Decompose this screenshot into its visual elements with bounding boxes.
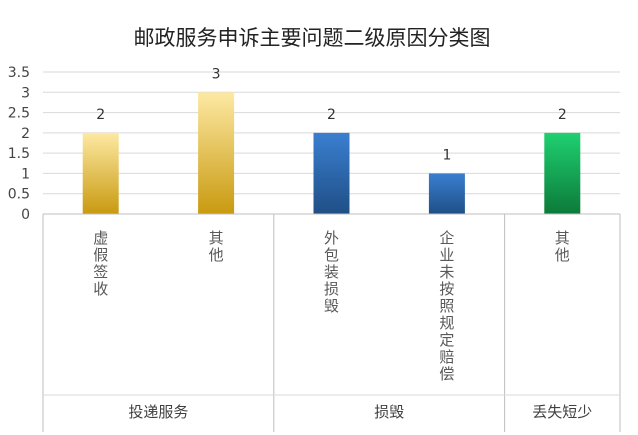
y-tick-label: 2.5 xyxy=(8,106,30,122)
bar xyxy=(428,173,465,214)
bar xyxy=(82,132,119,214)
data-label: 3 xyxy=(212,66,221,82)
data-label: 2 xyxy=(96,107,105,123)
y-axis-ticks: 0 0.5 1 1.5 2 2.5 3 3.5 xyxy=(8,65,30,223)
data-label: 2 xyxy=(327,107,336,123)
y-tick-label: 1 xyxy=(21,166,30,182)
bar xyxy=(544,132,581,214)
category-label: 其他 xyxy=(209,229,224,264)
category-label: 其他 xyxy=(555,229,570,264)
bar xyxy=(313,132,350,214)
category-label: 虚假签收 xyxy=(93,229,108,298)
group-label: 投递服务 xyxy=(128,403,188,421)
chart-title: 邮政服务申诉主要问题二级原因分类图 xyxy=(134,26,491,50)
bar xyxy=(198,92,235,214)
category-label: 企业未按照规定赔偿 xyxy=(439,229,454,383)
y-tick-label: 2 xyxy=(21,126,30,142)
y-tick-label: 3 xyxy=(21,85,30,101)
y-tick-label: 0.5 xyxy=(8,187,30,203)
data-label: 1 xyxy=(442,147,451,163)
group-label: 丢失短少 xyxy=(532,403,592,421)
category-label: 外包装损毁 xyxy=(324,229,339,315)
group-label: 损毁 xyxy=(374,403,404,421)
data-label: 2 xyxy=(558,107,567,123)
data-labels: 2 3 2 1 2 xyxy=(96,66,567,163)
y-tick-label: 3.5 xyxy=(8,65,30,81)
bars xyxy=(82,92,581,214)
y-tick-label: 1.5 xyxy=(8,146,30,162)
y-tick-label: 0 xyxy=(21,207,30,223)
